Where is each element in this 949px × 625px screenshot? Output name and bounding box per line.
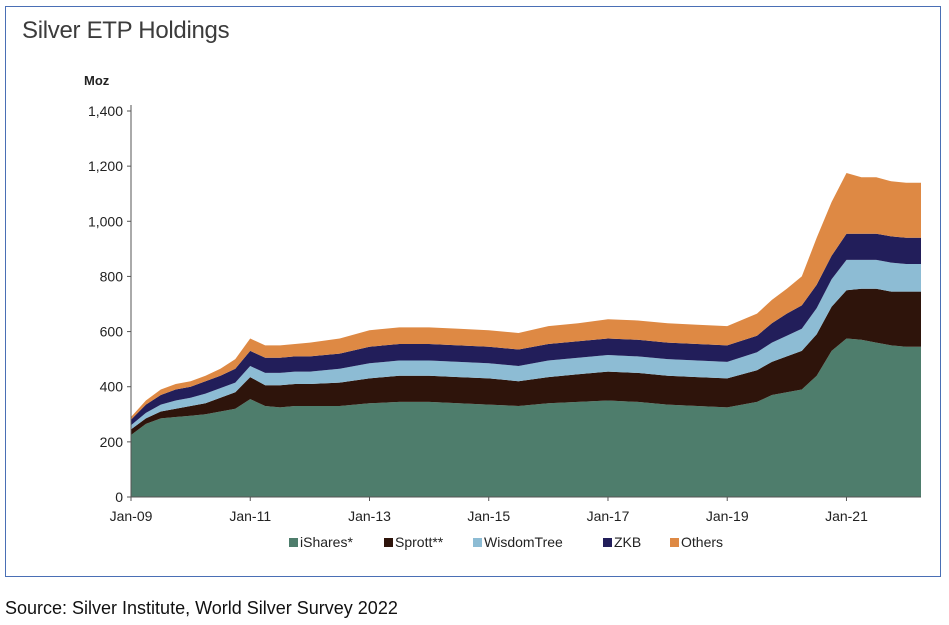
area-series-1 [131, 288, 921, 435]
y-tick-label-5: 1,000 [88, 213, 123, 229]
y-tick-label-7: 1,400 [88, 103, 123, 119]
chart-frame: Silver ETP Holdings 0 200 400 600 800 1,000 1,… [5, 6, 941, 577]
x-tick-label-6: Jan-21 [825, 508, 868, 524]
legend-label-1: Sprott** [395, 534, 444, 550]
x-tick-label-0: Jan-09 [110, 508, 153, 524]
chart-title: Silver ETP Holdings [22, 17, 230, 44]
y-tick-label-6: 1,200 [88, 158, 123, 174]
legend-swatch-2 [473, 538, 482, 547]
x-tick-label-2: Jan-13 [348, 508, 391, 524]
y-tick-label-0: 0 [115, 489, 123, 505]
legend-swatch-1 [384, 538, 393, 547]
x-tick-label-5: Jan-19 [706, 508, 749, 524]
y-tick-label-3: 600 [100, 324, 124, 340]
chart-svg: 0 200 400 600 800 1,000 1,200 1,400 Moz Jan-09 Jan… [84, 73, 921, 550]
legend-label-3: ZKB [614, 534, 641, 550]
area-series-0 [131, 338, 921, 497]
x-tick-label-4: Jan-17 [587, 508, 630, 524]
y-axis-label: Moz [84, 73, 110, 88]
legend-swatch-3 [603, 538, 612, 547]
y-tick-label-4: 800 [100, 268, 124, 284]
y-tick-label-2: 400 [100, 379, 124, 395]
source-note: Source: Silver Institute, World Silver S… [5, 598, 398, 618]
x-tick-label-3: Jan-15 [467, 508, 510, 524]
legend-swatch-4 [670, 538, 679, 547]
area-series-3 [131, 233, 921, 426]
area-series-2 [131, 259, 921, 430]
legend-label-0: iShares* [300, 534, 353, 550]
y-tick-label-1: 200 [100, 434, 124, 450]
area-series-4 [131, 173, 921, 420]
x-tick-label-1: Jan-11 [229, 508, 271, 524]
legend-label-2: WisdomTree [484, 534, 563, 550]
legend-label-4: Others [681, 534, 723, 550]
legend-swatch-0 [289, 538, 298, 547]
